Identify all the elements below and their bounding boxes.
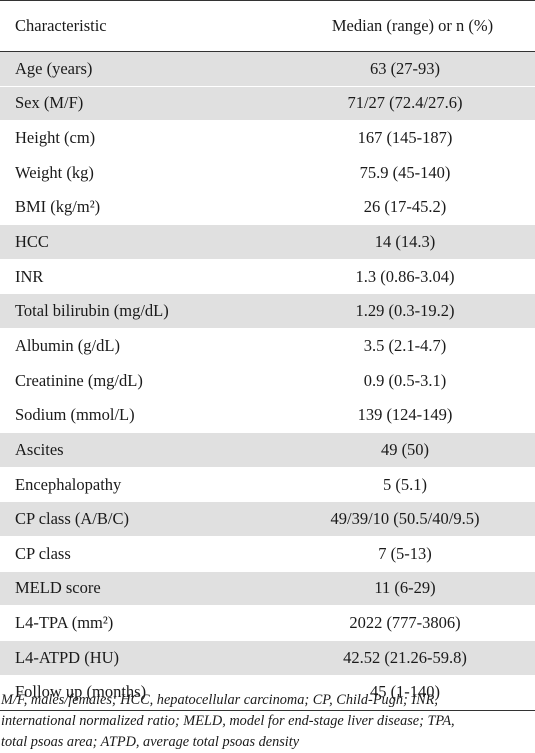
table-row: Total bilirubin (mg/dL) 1.29 (0.3-19.2): [0, 294, 535, 330]
row-label: BMI (kg/m²): [15, 197, 101, 217]
table-row: L4-ATPD (HU) 42.52 (21.26-59.8): [0, 640, 535, 676]
row-value: 71/27 (72.4/27.6): [347, 93, 463, 113]
table-row: CP class 7 (5-13): [0, 537, 535, 572]
row-value: 75.9 (45-140): [359, 162, 451, 182]
row-value: 1.3 (0.86-3.04): [355, 266, 455, 286]
table-body: Age (years) 63 (27-93) Sex (M/F) 71/27 (72…: [0, 52, 535, 712]
table-row: Sex (M/F) 71/27 (72.4/27.6): [0, 86, 535, 122]
row-label: Weight (kg): [15, 162, 94, 182]
row-value: 14 (14.3): [374, 232, 436, 252]
row-label: Creatinine (mg/dL): [15, 370, 143, 390]
header-value: Median (range) or n (%): [331, 16, 494, 35]
table-row: Follow up (months) 45 (1-140): [0, 676, 535, 711]
table-footnote: M/F, males/females; HCC, hepatocellular …: [0, 690, 535, 753]
header-characteristic: Characteristic: [15, 16, 107, 35]
table-header-row: Characteristic Median (range) or n (%): [0, 0, 535, 52]
table-row: Albumin (g/dL) 3.5 (2.1-4.7): [0, 329, 535, 364]
table-row: Sodium (mmol/L) 139 (124-149): [0, 398, 535, 434]
row-value: 7 (5-13): [378, 543, 432, 563]
row-value: 63 (27-93): [369, 58, 441, 78]
row-value: 49 (50): [380, 439, 430, 459]
row-value: 45 (1-140): [369, 682, 441, 702]
table-row: Encephalopathy 5 (5.1): [0, 468, 535, 503]
row-label: Sex (M/F): [15, 93, 84, 113]
row-value: 26 (17-45.2): [363, 197, 447, 217]
row-label: CP class (A/B/C): [15, 509, 129, 529]
row-label: INR: [15, 266, 44, 286]
table-row: CP class (A/B/C) 49/39/10 (50.5/40/9.5): [0, 502, 535, 537]
table-row: Weight (kg) 75.9 (45-140): [0, 156, 535, 191]
row-value: 2022 (777-3806): [349, 613, 461, 633]
row-value: 11 (6-29): [374, 578, 436, 598]
row-value: 49/39/10 (50.5/40/9.5): [330, 509, 480, 529]
table-row: HCC 14 (14.3): [0, 225, 535, 260]
table-row: Ascites 49 (50): [0, 433, 535, 468]
table-row: MELD score 11 (6-29): [0, 571, 535, 607]
row-value: 3.5 (2.1-4.7): [363, 335, 447, 355]
row-value: 42.52 (21.26-59.8): [343, 647, 467, 667]
row-value: 167 (145-187): [357, 128, 453, 148]
row-label: Follow up (months): [15, 682, 147, 702]
footnote-line: M/F, males/females; HCC, hepatocellular …: [1, 692, 438, 708]
footnote-line: total psoas area; ATPD, average total ps…: [1, 734, 300, 750]
table-row: INR 1.3 (0.86-3.04): [0, 260, 535, 295]
row-label: Total bilirubin (mg/dL): [15, 301, 169, 321]
row-value: 139 (124-149): [357, 405, 453, 425]
row-label: CP class: [15, 543, 71, 563]
row-label: L4-ATPD (HU): [15, 647, 120, 667]
table-row: Age (years) 63 (27-93): [0, 52, 535, 87]
table-row: Height (cm) 167 (145-187): [0, 121, 535, 156]
row-value: 1.29 (0.3-19.2): [355, 301, 455, 321]
row-label: Sodium (mmol/L): [15, 405, 135, 425]
row-label: Encephalopathy: [15, 474, 122, 494]
characteristics-table: Characteristic Median (range) or n (%) A…: [0, 0, 535, 712]
row-label: Albumin (g/dL): [15, 335, 120, 355]
table-row: Creatinine (mg/dL) 0.9 (0.5-3.1): [0, 364, 535, 399]
table-row: BMI (kg/m²) 26 (17-45.2): [0, 191, 535, 226]
row-value: 5 (5.1): [383, 474, 427, 494]
row-label: Ascites: [15, 439, 64, 459]
footnote-line: international normalized ratio; MELD, mo…: [1, 713, 455, 729]
row-label: L4-TPA (mm²): [15, 613, 114, 633]
table-row: L4-TPA (mm²) 2022 (777-3806): [0, 606, 535, 641]
row-label: MELD score: [15, 578, 101, 598]
row-label: Height (cm): [15, 128, 96, 148]
row-value: 0.9 (0.5-3.1): [363, 370, 447, 390]
row-label: HCC: [15, 232, 49, 252]
row-label: Age (years): [15, 58, 93, 78]
